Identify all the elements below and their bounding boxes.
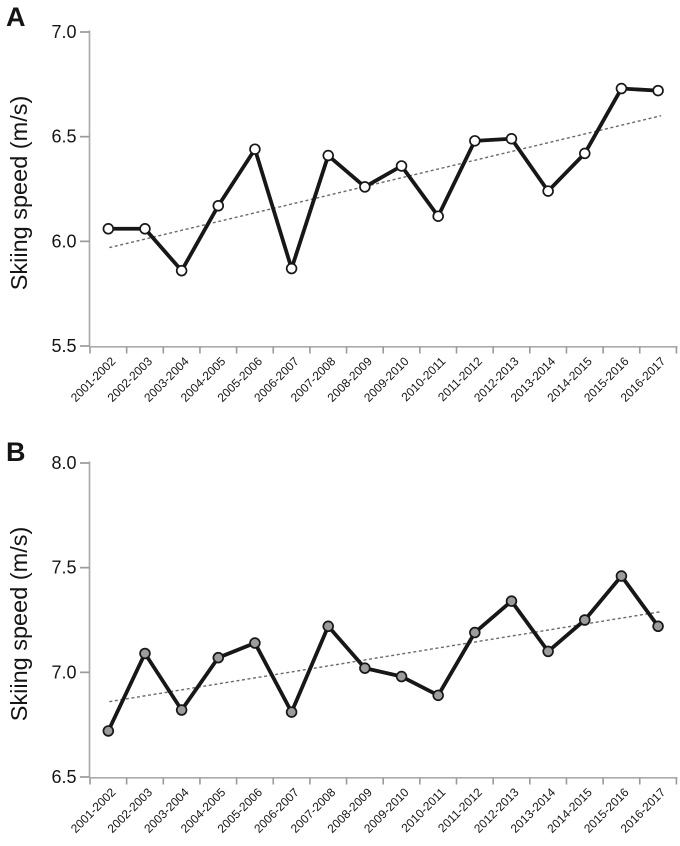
data-point-marker-b (175, 704, 188, 716)
panel-label-a: A (6, 2, 26, 32)
data-point-marker-a (469, 135, 481, 147)
data-point-marker-b (579, 614, 591, 626)
series-line-b (106, 574, 660, 733)
data-point-marker-b (432, 689, 444, 702)
data-point-marker-b (395, 670, 408, 683)
data-point-marker-b (359, 662, 371, 674)
y-axis-title-b: Skiing speed (m/s) (6, 527, 32, 722)
data-point-marker-b (212, 651, 225, 664)
data-point-marker-a (139, 223, 151, 235)
data-point-marker-b (652, 620, 664, 633)
data-point-marker-a (505, 133, 518, 145)
data-point-marker-a (175, 264, 188, 277)
trend-line-b (109, 610, 662, 703)
trend-line-a (109, 115, 662, 249)
data-point-marker-a (395, 160, 408, 172)
series-line-a (106, 86, 660, 273)
y-tick-label-a: 7.0 (51, 22, 76, 42)
y-tick-label-b: 6.5 (51, 767, 76, 787)
panel-label-b: B (6, 437, 26, 467)
data-point-marker-a (285, 262, 298, 275)
data-point-marker-b (505, 595, 518, 607)
y-axis-title-a: Skiing speed (m/s) (6, 96, 32, 291)
data-point-marker-b (102, 725, 115, 737)
data-point-marker-a (322, 149, 334, 162)
data-point-marker-a (359, 181, 371, 193)
data-point-marker-a (212, 199, 225, 212)
data-point-marker-b (615, 570, 628, 582)
y-tick-label-a: 6.0 (51, 231, 76, 251)
y-tick-label-a: 6.5 (51, 127, 76, 147)
data-point-marker-b (139, 647, 151, 660)
data-point-marker-a (615, 82, 628, 95)
data-point-marker-a (542, 185, 554, 197)
data-point-marker-a (652, 84, 664, 97)
data-point-marker-b (285, 706, 298, 718)
y-tick-label-a: 5.5 (51, 336, 76, 356)
data-point-marker-a (432, 210, 444, 222)
y-tick-label-b: 7.5 (51, 558, 76, 578)
data-point-marker-b (249, 637, 261, 649)
data-point-marker-b (469, 626, 481, 639)
y-tick-label-b: 8.0 (51, 453, 76, 473)
data-point-marker-a (579, 147, 591, 160)
y-tick-label-b: 7.0 (51, 662, 76, 682)
data-point-marker-a (102, 223, 115, 235)
data-point-marker-b (542, 645, 554, 658)
data-point-marker-b (322, 620, 334, 633)
data-point-marker-a (249, 143, 261, 155)
